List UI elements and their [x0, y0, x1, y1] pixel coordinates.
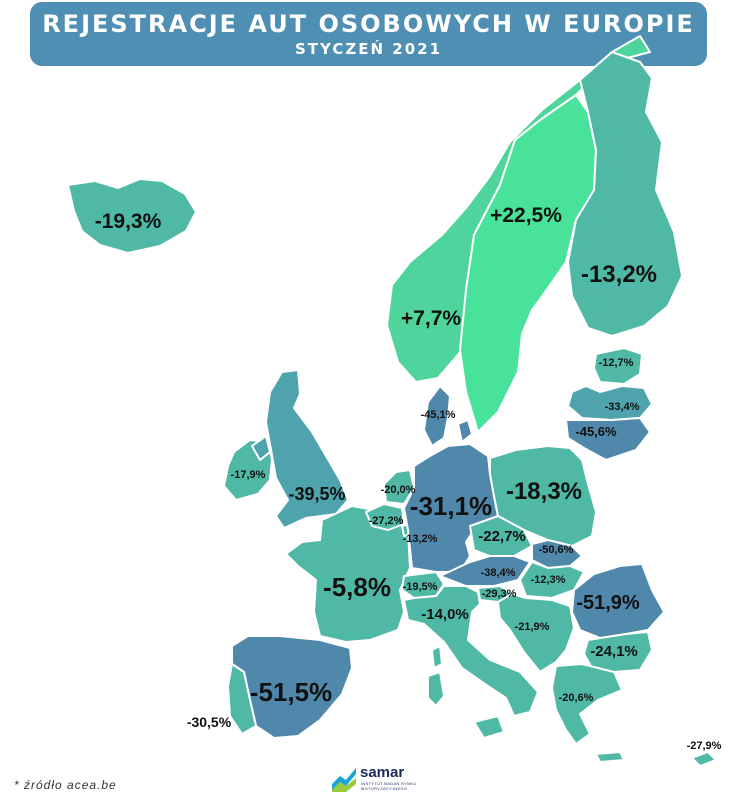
- map-subtitle: STYCZEŃ 2021: [294, 40, 443, 58]
- country-estonia: [593, 347, 643, 385]
- country-romania: [571, 563, 665, 639]
- country-italy-sicily: [473, 715, 505, 739]
- label-united-kingdom: -39,5%: [288, 484, 345, 504]
- label-hungary: -12,3%: [531, 574, 566, 586]
- label-ireland: -17,9%: [231, 469, 266, 481]
- label-spain: -51,5%: [250, 677, 332, 707]
- country-poland: [489, 445, 597, 547]
- label-belgium: -27,2%: [369, 515, 404, 527]
- label-netherlands: -20,0%: [381, 484, 416, 496]
- title-banner: REJESTRACJE AUT OSOBOWYCH W EUROPIE STYC…: [30, 2, 707, 66]
- country-czechia: [469, 515, 533, 557]
- country-cyprus: [691, 751, 717, 767]
- country-finland: [567, 51, 683, 337]
- label-croatia: -21,9%: [515, 621, 550, 633]
- country-austria: [439, 555, 531, 587]
- country-portugal: [227, 663, 257, 735]
- label-slovakia: -50,6%: [539, 544, 574, 556]
- country-hungary: [519, 561, 585, 599]
- country-united-kingdom: [265, 369, 349, 529]
- label-austria: -38,4%: [481, 567, 516, 579]
- label-portugal: -30,5%: [187, 714, 232, 730]
- label-estonia: -12,7%: [599, 357, 634, 369]
- country-iceland: [67, 178, 197, 254]
- label-switzerland: -19,5%: [403, 581, 438, 593]
- country-italy: [403, 585, 539, 717]
- label-luxembourg: -13,2%: [403, 533, 438, 545]
- country-croatia: [497, 593, 575, 673]
- label-italy: -14,0%: [421, 606, 469, 623]
- label-finland: -13,2%: [581, 261, 657, 288]
- country-northern-ireland: [251, 435, 271, 461]
- country-greece: [551, 663, 623, 745]
- label-norway: +7,7%: [401, 307, 461, 330]
- label-cyprus: -27,9%: [687, 740, 722, 752]
- country-greece-crete: [595, 751, 625, 763]
- label-bulgaria: -24,1%: [590, 643, 638, 660]
- label-greece: -20,6%: [559, 692, 594, 704]
- label-latvia: -33,4%: [605, 401, 640, 413]
- label-poland: -18,3%: [506, 478, 582, 505]
- country-latvia: [567, 385, 653, 421]
- samar-logo: samar INSTYTUT BADAŃ RYNKU MOTORYZACYJNE…: [330, 764, 440, 792]
- label-france: -5,8%: [323, 572, 391, 602]
- country-denmark: [423, 385, 451, 447]
- label-sweden: +22,5%: [490, 204, 562, 227]
- country-belgium: [365, 503, 405, 531]
- country-italy-sardinia: [427, 671, 445, 707]
- label-lithuania: -45,6%: [575, 424, 617, 439]
- label-germany: -31,1%: [410, 491, 492, 521]
- samar-logo-name: samar: [360, 764, 405, 781]
- samar-logo-tagline: INSTYTUT BADAŃ RYNKU MOTORYZACYJNEGO: [361, 781, 417, 791]
- country-denmark-islands: [457, 419, 473, 443]
- label-iceland: -19,3%: [95, 210, 162, 233]
- country-bulgaria: [583, 631, 653, 673]
- label-denmark: -45,1%: [421, 409, 456, 421]
- country-lithuania: [565, 417, 651, 461]
- label-czechia: -22,7%: [478, 528, 526, 545]
- label-slovenia: -29,3%: [482, 588, 517, 600]
- country-slovakia: [531, 539, 583, 569]
- map-title: REJESTRACJE AUT OSOBOWYCH W EUROPIE: [42, 10, 695, 38]
- samar-logo-icon: [332, 768, 356, 792]
- source-note: * źródło acea.be: [14, 778, 117, 792]
- label-romania: -51,9%: [576, 592, 640, 614]
- country-france-corsica: [431, 645, 443, 669]
